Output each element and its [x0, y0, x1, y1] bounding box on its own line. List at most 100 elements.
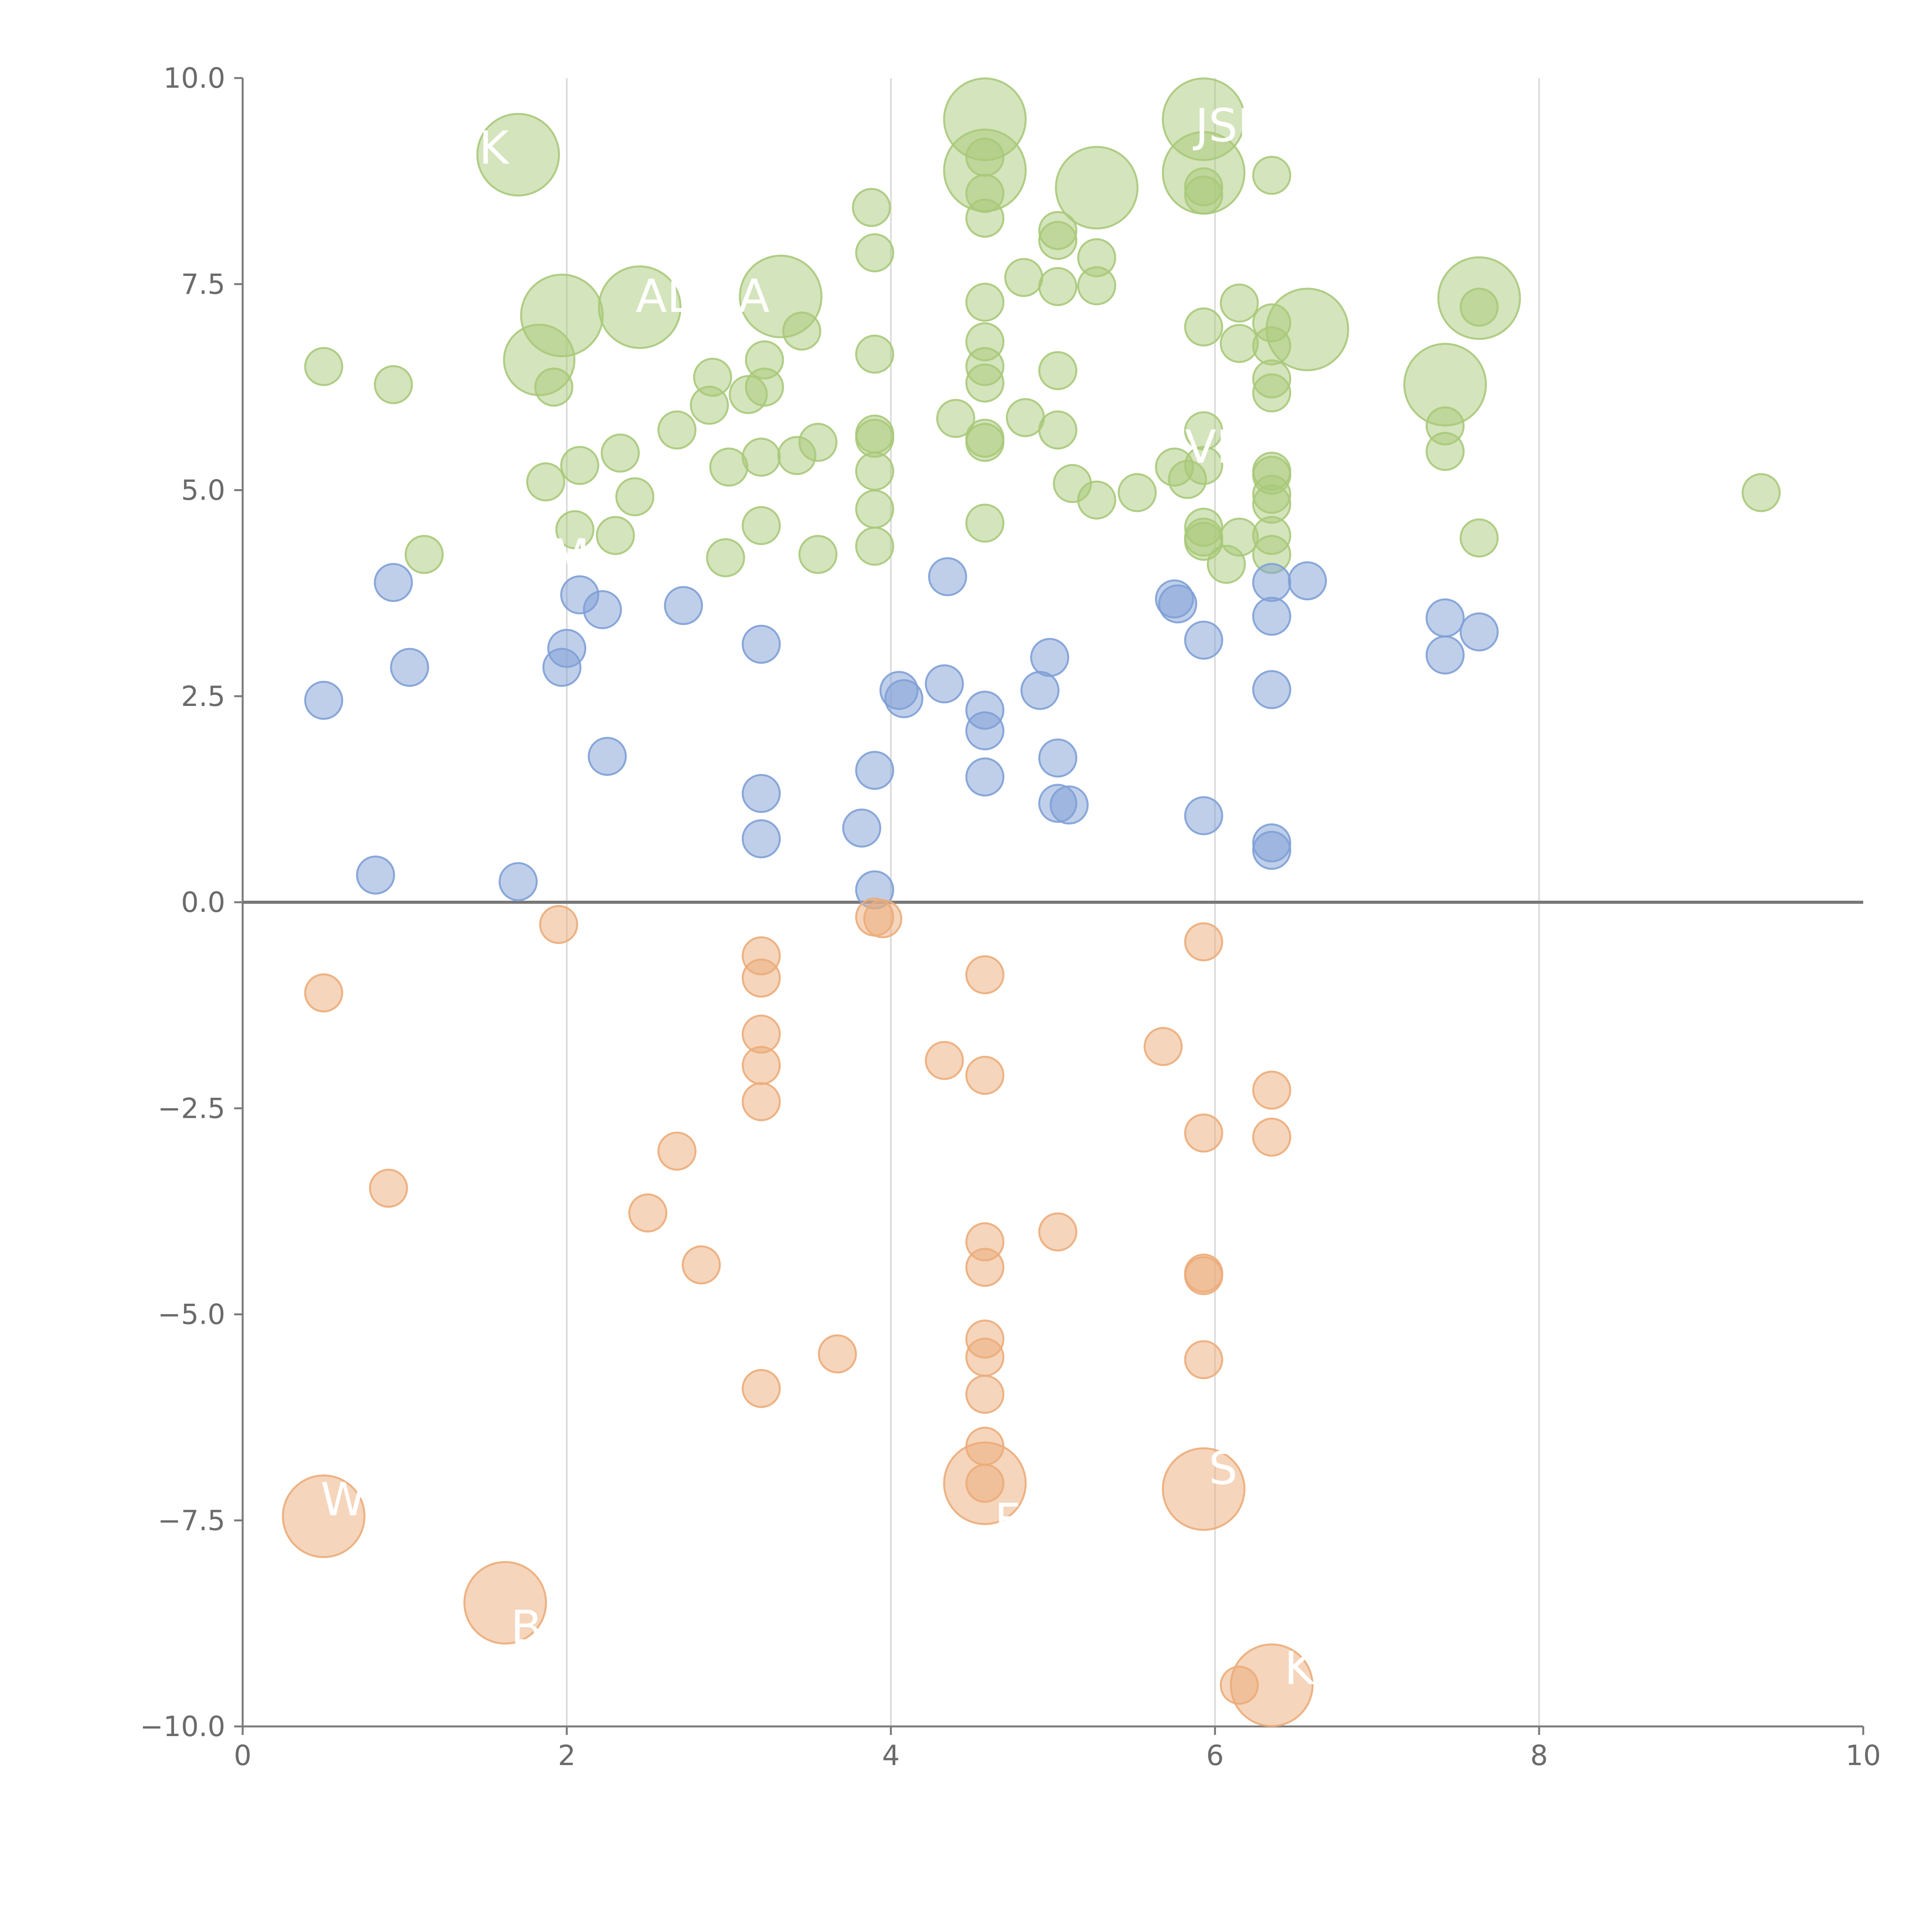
data-point	[539, 905, 578, 944]
data-point	[818, 1334, 857, 1374]
data-point	[1287, 561, 1327, 600]
axes: 0 2 4 6 8 10 10.0 7.5 5.0 2.5 0.0 −2.5 −5.0 −7.5 −10.0	[140, 62, 1881, 1772]
data-point	[965, 138, 1005, 177]
data-point	[1038, 410, 1078, 450]
point-label: B	[510, 1600, 542, 1654]
data-point	[1252, 373, 1291, 413]
data-point	[1459, 287, 1499, 327]
x-tick-label: 6	[1206, 1739, 1224, 1772]
data-point	[693, 357, 732, 397]
data-point	[374, 365, 413, 404]
x-tick-label: 10	[1845, 1739, 1881, 1772]
y-tick-label: −10.0	[140, 1710, 225, 1743]
data-point	[855, 335, 895, 374]
data-point	[657, 410, 697, 450]
data-point	[356, 855, 395, 895]
data-point	[1252, 156, 1291, 195]
data-point	[1425, 635, 1465, 675]
data-point	[463, 1561, 547, 1645]
data-point	[1252, 670, 1291, 709]
data-point	[1184, 307, 1223, 347]
data-point	[1252, 563, 1291, 602]
data-point	[965, 1337, 1005, 1377]
point-label: AL	[636, 269, 692, 323]
point-label: M	[550, 529, 590, 582]
data-point	[965, 955, 1005, 995]
data-point	[1158, 584, 1197, 624]
y-tick-label: 0.0	[181, 886, 225, 918]
data-point	[1425, 598, 1465, 638]
data-point	[745, 340, 784, 379]
data-point	[742, 1082, 781, 1121]
data-point	[498, 862, 538, 901]
data-point	[1038, 221, 1078, 260]
x-tick-label: 8	[1530, 1739, 1548, 1772]
y-tick-label: 7.5	[181, 268, 225, 300]
data-point	[369, 1168, 408, 1208]
point-label: F	[995, 1493, 1021, 1547]
data-point	[560, 446, 599, 485]
data-point	[798, 535, 838, 574]
data-point	[1117, 473, 1157, 512]
data-point	[965, 1248, 1005, 1287]
point-label: W	[321, 1473, 366, 1526]
data-point	[742, 506, 781, 545]
point-label: K	[1284, 1642, 1315, 1695]
data-point	[1038, 267, 1078, 306]
data-point	[1425, 432, 1465, 471]
data-point	[596, 516, 635, 555]
data-point	[304, 347, 344, 386]
data-point	[1184, 1340, 1223, 1379]
data-point	[1162, 1447, 1246, 1531]
data-point	[965, 757, 1005, 797]
data-point	[615, 477, 655, 517]
data-point	[1265, 287, 1349, 371]
data-point	[1143, 1027, 1183, 1066]
data-point	[709, 447, 748, 487]
data-point	[1077, 266, 1116, 306]
point-label: JSI	[1192, 99, 1251, 152]
data-point	[1252, 831, 1291, 870]
data-point	[1252, 597, 1291, 636]
point-label: ’	[333, 331, 347, 384]
data-point	[852, 188, 891, 227]
data-point	[1459, 518, 1499, 558]
y-tick-label: 10.0	[163, 62, 225, 94]
data-point	[1020, 671, 1060, 710]
data-point	[304, 680, 344, 720]
y-tick-label: −7.5	[158, 1504, 225, 1537]
point-label: VE	[1185, 420, 1245, 474]
data-point	[1077, 480, 1116, 520]
data-point	[600, 434, 640, 473]
data-point	[374, 563, 413, 602]
data-point	[936, 399, 975, 438]
data-point	[664, 586, 703, 625]
data-point	[282, 1474, 366, 1558]
data-point	[742, 819, 781, 859]
x-tick-label: 2	[558, 1739, 576, 1772]
data-point	[965, 423, 1005, 462]
data-point	[657, 1131, 697, 1171]
data-point	[742, 1369, 781, 1408]
data-point	[1252, 1070, 1291, 1110]
data-point	[855, 527, 895, 566]
data-point	[855, 233, 895, 272]
data-point	[405, 535, 444, 574]
data-point	[925, 664, 964, 704]
data-point	[1030, 638, 1070, 677]
data-point	[1184, 922, 1223, 961]
point-labels: ’ K AL HA JSI VE M W F S B K	[321, 99, 1315, 1695]
data-point	[534, 367, 573, 407]
data-point	[390, 648, 429, 687]
data-point	[742, 437, 781, 477]
data-point	[782, 311, 821, 351]
data-point	[1252, 1117, 1291, 1157]
data-point	[555, 510, 595, 549]
y-tick-label: −5.0	[158, 1298, 225, 1331]
data-point	[855, 751, 895, 790]
data-point	[965, 711, 1005, 750]
data-point	[842, 808, 881, 848]
data-point	[1184, 1113, 1223, 1153]
data-point	[1184, 446, 1223, 485]
